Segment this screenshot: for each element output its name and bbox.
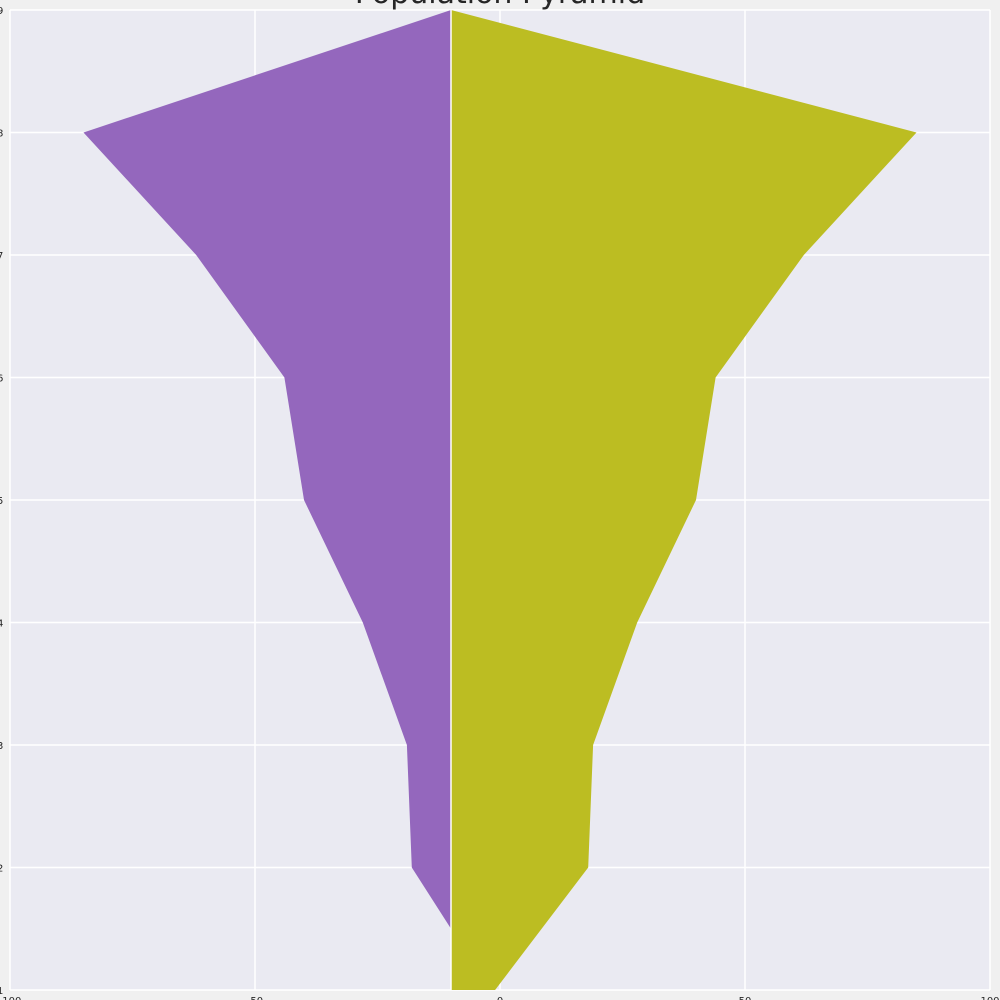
y-tick-label: 7 (0, 251, 3, 262)
y-tick-label: 1 (0, 986, 3, 997)
x-tick-label: -50 (247, 996, 263, 1000)
y-axis-ticks: 1 2 3 4 5 6 7 8 9 (0, 6, 3, 997)
series-areas (83, 10, 917, 990)
y-tick-label: 5 (0, 496, 3, 507)
x-tick-label: 50 (739, 996, 752, 1000)
x-tick-label: -100 (0, 996, 21, 1000)
chart-title: Population Pyramid (355, 0, 645, 11)
y-tick-label: 2 (0, 864, 3, 875)
x-tick-label: 100 (980, 996, 999, 1000)
y-tick-label: 9 (0, 6, 3, 17)
y-tick-label: 4 (0, 619, 3, 630)
y-tick-label: 6 (0, 374, 3, 385)
y-tick-label: 8 (0, 129, 3, 140)
series-area-0 (83, 10, 451, 929)
series-area-1 (451, 10, 917, 990)
y-tick-label: 3 (0, 741, 3, 752)
x-tick-label: 0 (497, 996, 503, 1000)
x-axis-ticks: -100 -50 0 50 100 (0, 996, 1000, 1000)
